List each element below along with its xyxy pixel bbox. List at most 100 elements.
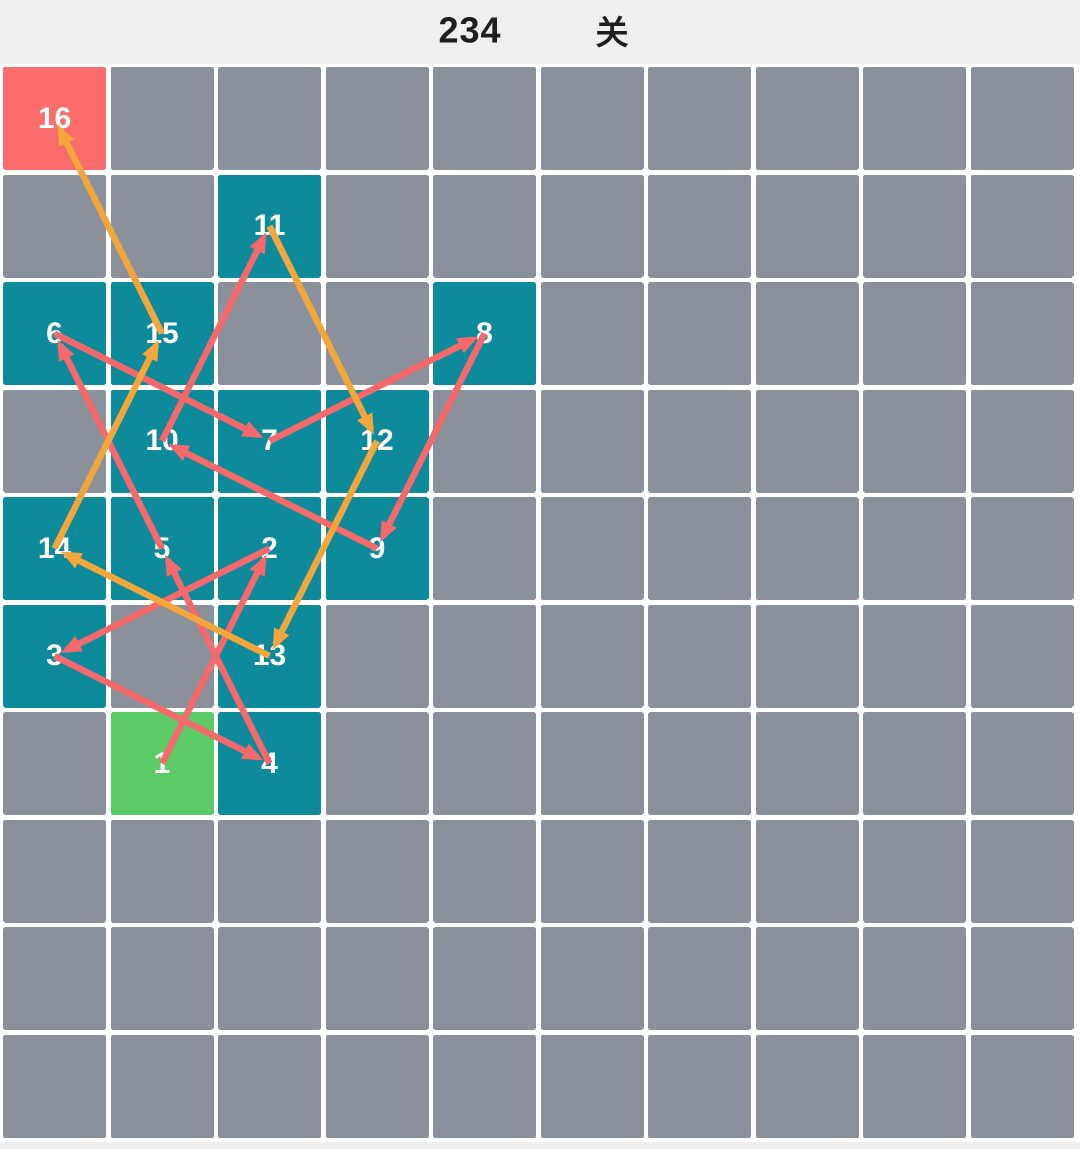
cell-r8-c9[interactable] bbox=[970, 927, 1074, 1030]
cell-r0-c6[interactable] bbox=[648, 67, 751, 170]
cell-14[interactable]: 14 bbox=[3, 497, 106, 600]
cell-r5-c6[interactable] bbox=[648, 604, 751, 708]
cell-r3-c6[interactable] bbox=[648, 389, 751, 493]
cell-12[interactable]: 12 bbox=[325, 389, 429, 493]
cell-r0-c4[interactable] bbox=[433, 67, 536, 170]
cell-r7-c0[interactable] bbox=[3, 819, 106, 923]
cell-1[interactable]: 1 bbox=[110, 712, 214, 815]
cell-r6-c9[interactable] bbox=[970, 712, 1074, 815]
cell-5[interactable]: 5 bbox=[110, 497, 214, 600]
cell-r8-c5[interactable] bbox=[540, 927, 644, 1030]
cell-r5-c5[interactable] bbox=[540, 604, 644, 708]
cell-r8-c1[interactable] bbox=[110, 927, 214, 1030]
cell-r4-c4[interactable] bbox=[433, 497, 536, 600]
cell-11[interactable]: 11 bbox=[218, 174, 321, 278]
cell-r1-c8[interactable] bbox=[863, 174, 966, 278]
cell-r7-c2[interactable] bbox=[218, 819, 321, 923]
cell-r1-c3[interactable] bbox=[325, 174, 429, 278]
cell-r9-c9[interactable] bbox=[970, 1034, 1074, 1138]
cell-r5-c9[interactable] bbox=[970, 604, 1074, 708]
cell-r4-c9[interactable] bbox=[970, 497, 1074, 600]
cell-r5-c4[interactable] bbox=[433, 604, 536, 708]
cell-13[interactable]: 13 bbox=[218, 604, 321, 708]
cell-r9-c0[interactable] bbox=[3, 1034, 106, 1138]
cell-r8-c3[interactable] bbox=[325, 927, 429, 1030]
cell-r7-c6[interactable] bbox=[648, 819, 751, 923]
cell-10[interactable]: 10 bbox=[110, 389, 214, 493]
cell-r8-c7[interactable] bbox=[755, 927, 859, 1030]
cell-r2-c6[interactable] bbox=[648, 282, 751, 385]
cell-r9-c1[interactable] bbox=[110, 1034, 214, 1138]
cell-r0-c7[interactable] bbox=[755, 67, 859, 170]
cell-r6-c5[interactable] bbox=[540, 712, 644, 815]
cell-r3-c9[interactable] bbox=[970, 389, 1074, 493]
cell-r1-c9[interactable] bbox=[970, 174, 1074, 278]
cell-r5-c3[interactable] bbox=[325, 604, 429, 708]
cell-r7-c5[interactable] bbox=[540, 819, 644, 923]
cell-7[interactable]: 7 bbox=[218, 389, 321, 493]
cell-r3-c5[interactable] bbox=[540, 389, 644, 493]
cell-r2-c5[interactable] bbox=[540, 282, 644, 385]
cell-r0-c9[interactable] bbox=[970, 67, 1074, 170]
cell-r0-c1[interactable] bbox=[110, 67, 214, 170]
cell-r1-c1[interactable] bbox=[110, 174, 214, 278]
cell-r9-c7[interactable] bbox=[755, 1034, 859, 1138]
cell-8[interactable]: 8 bbox=[433, 282, 536, 385]
cell-3[interactable]: 3 bbox=[3, 604, 106, 708]
cell-r7-c3[interactable] bbox=[325, 819, 429, 923]
cell-r1-c4[interactable] bbox=[433, 174, 536, 278]
cell-r8-c6[interactable] bbox=[648, 927, 751, 1030]
cell-r9-c5[interactable] bbox=[540, 1034, 644, 1138]
cell-r2-c9[interactable] bbox=[970, 282, 1074, 385]
cell-r4-c5[interactable] bbox=[540, 497, 644, 600]
cell-r6-c6[interactable] bbox=[648, 712, 751, 815]
cell-2[interactable]: 2 bbox=[218, 497, 321, 600]
cell-r3-c7[interactable] bbox=[755, 389, 859, 493]
cell-r9-c4[interactable] bbox=[433, 1034, 536, 1138]
cell-6[interactable]: 6 bbox=[3, 282, 106, 385]
cell-r8-c4[interactable] bbox=[433, 927, 536, 1030]
cell-r9-c2[interactable] bbox=[218, 1034, 321, 1138]
cell-r8-c8[interactable] bbox=[863, 927, 966, 1030]
cell-r6-c3[interactable] bbox=[325, 712, 429, 815]
cell-r0-c3[interactable] bbox=[325, 67, 429, 170]
cell-r3-c4[interactable] bbox=[433, 389, 536, 493]
cell-16[interactable]: 16 bbox=[3, 67, 106, 170]
cell-r6-c0[interactable] bbox=[3, 712, 106, 815]
cell-r5-c8[interactable] bbox=[863, 604, 966, 708]
cell-r7-c4[interactable] bbox=[433, 819, 536, 923]
cell-r7-c8[interactable] bbox=[863, 819, 966, 923]
cell-r5-c1[interactable] bbox=[110, 604, 214, 708]
cell-r6-c8[interactable] bbox=[863, 712, 966, 815]
cell-r2-c3[interactable] bbox=[325, 282, 429, 385]
cell-r1-c7[interactable] bbox=[755, 174, 859, 278]
cell-r6-c4[interactable] bbox=[433, 712, 536, 815]
cell-r9-c6[interactable] bbox=[648, 1034, 751, 1138]
cell-r0-c8[interactable] bbox=[863, 67, 966, 170]
cell-r3-c8[interactable] bbox=[863, 389, 966, 493]
cell-r4-c7[interactable] bbox=[755, 497, 859, 600]
cell-r7-c9[interactable] bbox=[970, 819, 1074, 923]
cell-r7-c7[interactable] bbox=[755, 819, 859, 923]
cell-r1-c0[interactable] bbox=[3, 174, 106, 278]
cell-r2-c2[interactable] bbox=[218, 282, 321, 385]
cell-9[interactable]: 9 bbox=[325, 497, 429, 600]
cell-r5-c7[interactable] bbox=[755, 604, 859, 708]
cell-r4-c8[interactable] bbox=[863, 497, 966, 600]
cell-r8-c2[interactable] bbox=[218, 927, 321, 1030]
cell-15[interactable]: 15 bbox=[110, 282, 214, 385]
cell-r4-c6[interactable] bbox=[648, 497, 751, 600]
cell-r9-c3[interactable] bbox=[325, 1034, 429, 1138]
cell-r0-c2[interactable] bbox=[218, 67, 321, 170]
cell-r8-c0[interactable] bbox=[3, 927, 106, 1030]
cell-4[interactable]: 4 bbox=[218, 712, 321, 815]
cell-r3-c0[interactable] bbox=[3, 389, 106, 493]
cell-r2-c7[interactable] bbox=[755, 282, 859, 385]
cell-r2-c8[interactable] bbox=[863, 282, 966, 385]
cell-r7-c1[interactable] bbox=[110, 819, 214, 923]
cell-r6-c7[interactable] bbox=[755, 712, 859, 815]
cell-r1-c5[interactable] bbox=[540, 174, 644, 278]
cell-r0-c5[interactable] bbox=[540, 67, 644, 170]
cell-r1-c6[interactable] bbox=[648, 174, 751, 278]
cell-r9-c8[interactable] bbox=[863, 1034, 966, 1138]
